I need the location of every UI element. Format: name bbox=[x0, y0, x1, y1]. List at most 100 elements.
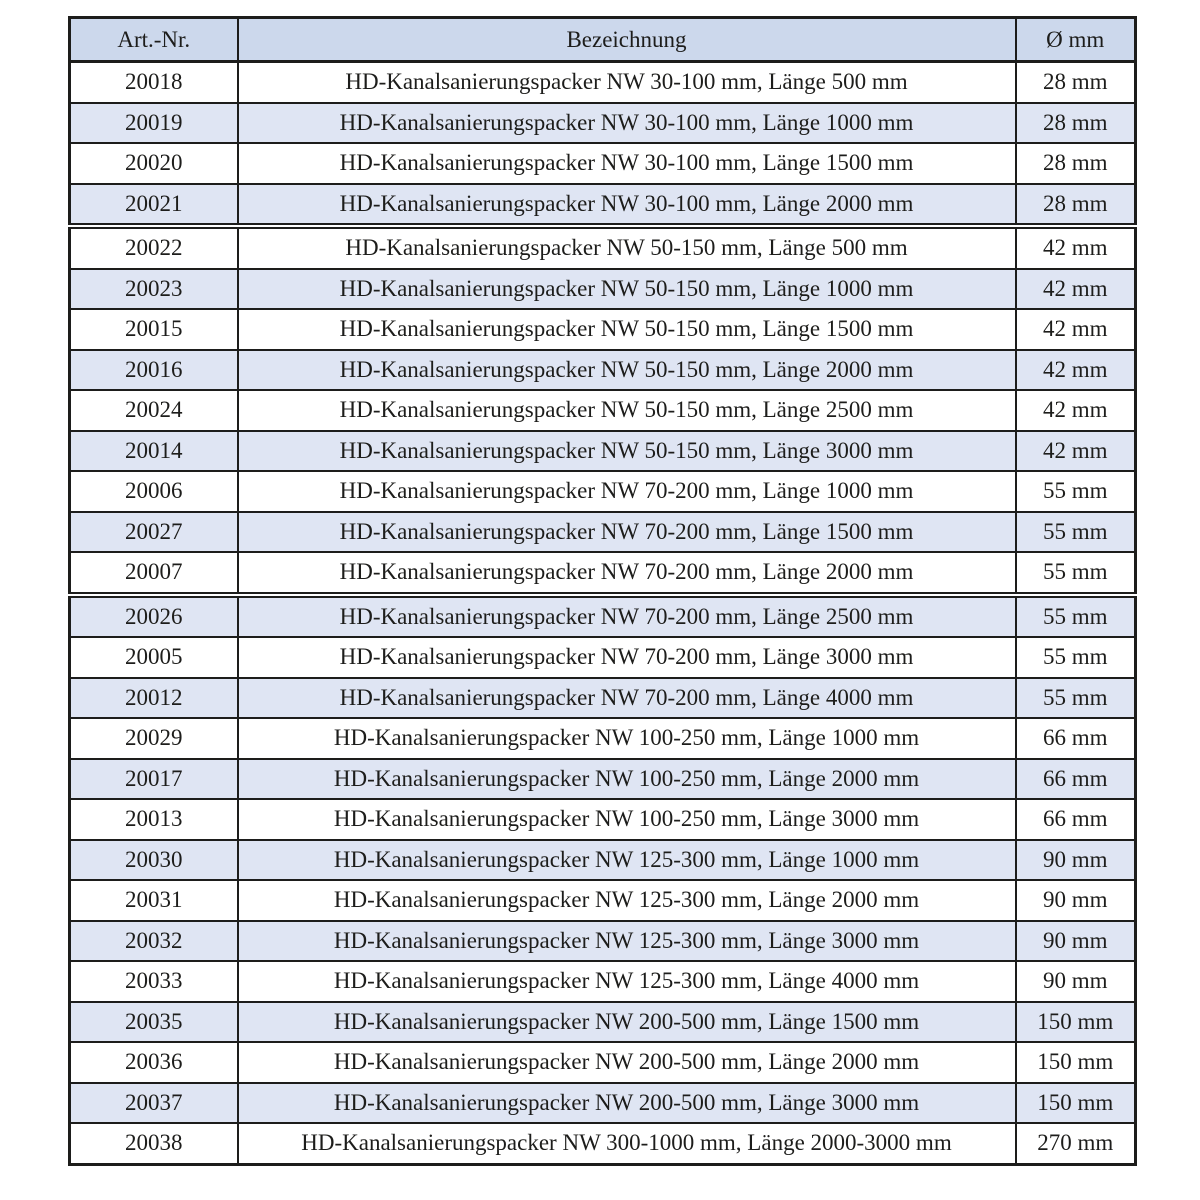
table-row: 20037 HD-Kanalsanierungspacker NW 200-500… bbox=[68, 1081, 1137, 1124]
column-header-bezeichnung: Bezeichnung bbox=[236, 16, 1017, 63]
cell-bezeichnung: HD-Kanalsanierungspacker NW 125-300 mm, … bbox=[236, 919, 1017, 962]
cell-art-nr: 20029 bbox=[68, 717, 239, 760]
cell-durchmesser: 55 mm bbox=[1014, 510, 1137, 553]
cell-durchmesser: 150 mm bbox=[1014, 1000, 1137, 1043]
cell-art-nr: 20024 bbox=[68, 389, 239, 432]
table-row: 20027 HD-Kanalsanierungspacker NW 70-200 … bbox=[68, 510, 1137, 553]
cell-durchmesser: 28 mm bbox=[1014, 60, 1137, 104]
table-row: 20005 HD-Kanalsanierungspacker NW 70-200 … bbox=[68, 636, 1137, 679]
cell-bezeichnung: HD-Kanalsanierungspacker NW 50-150 mm, L… bbox=[236, 308, 1017, 351]
table-row: 20019 HD-Kanalsanierungspacker NW 30-100 … bbox=[68, 101, 1137, 144]
cell-art-nr: 20013 bbox=[68, 798, 239, 841]
cell-durchmesser: 55 mm bbox=[1014, 591, 1137, 638]
cell-durchmesser: 42 mm bbox=[1014, 267, 1137, 310]
table-row: 20033 HD-Kanalsanierungspacker NW 125-300… bbox=[68, 960, 1137, 1003]
cell-art-nr: 20006 bbox=[68, 470, 239, 513]
cell-art-nr: 20033 bbox=[68, 960, 239, 1003]
table-row: 20018 HD-Kanalsanierungspacker NW 30-100 … bbox=[68, 60, 1137, 104]
table-row: 20007 HD-Kanalsanierungspacker NW 70-200 … bbox=[68, 551, 1137, 596]
cell-art-nr: 20015 bbox=[68, 308, 239, 351]
cell-bezeichnung: HD-Kanalsanierungspacker NW 70-200 mm, L… bbox=[236, 510, 1017, 553]
cell-durchmesser: 55 mm bbox=[1014, 551, 1137, 596]
cell-bezeichnung: HD-Kanalsanierungspacker NW 200-500 mm, … bbox=[236, 1041, 1017, 1084]
cell-art-nr: 20022 bbox=[68, 223, 239, 270]
cell-bezeichnung: HD-Kanalsanierungspacker NW 100-250 mm, … bbox=[236, 757, 1017, 800]
cell-bezeichnung: HD-Kanalsanierungspacker NW 50-150 mm, L… bbox=[236, 348, 1017, 391]
cell-bezeichnung: HD-Kanalsanierungspacker NW 100-250 mm, … bbox=[236, 798, 1017, 841]
cell-durchmesser: 28 mm bbox=[1014, 182, 1137, 227]
table-row: 20014 HD-Kanalsanierungspacker NW 50-150 … bbox=[68, 429, 1137, 472]
product-table-container: Art.-Nr. Bezeichnung Ø mm 20018 HD-Kanals… bbox=[68, 16, 1137, 1166]
cell-durchmesser: 90 mm bbox=[1014, 838, 1137, 881]
cell-bezeichnung: HD-Kanalsanierungspacker NW 70-200 mm, L… bbox=[236, 676, 1017, 719]
table-body: 20018 HD-Kanalsanierungspacker NW 30-100 … bbox=[68, 60, 1137, 1165]
cell-durchmesser: 90 mm bbox=[1014, 919, 1137, 962]
cell-durchmesser: 28 mm bbox=[1014, 101, 1137, 144]
cell-durchmesser: 42 mm bbox=[1014, 429, 1137, 472]
cell-art-nr: 20014 bbox=[68, 429, 239, 472]
table-row: 20032 HD-Kanalsanierungspacker NW 125-300… bbox=[68, 919, 1137, 962]
table-row: 20030 HD-Kanalsanierungspacker NW 125-300… bbox=[68, 838, 1137, 881]
cell-durchmesser: 150 mm bbox=[1014, 1081, 1137, 1124]
cell-art-nr: 20032 bbox=[68, 919, 239, 962]
cell-art-nr: 20017 bbox=[68, 757, 239, 800]
table-row: 20013 HD-Kanalsanierungspacker NW 100-250… bbox=[68, 798, 1137, 841]
cell-bezeichnung: HD-Kanalsanierungspacker NW 30-100 mm, L… bbox=[236, 142, 1017, 185]
cell-durchmesser: 150 mm bbox=[1014, 1041, 1137, 1084]
cell-durchmesser: 90 mm bbox=[1014, 960, 1137, 1003]
cell-durchmesser: 66 mm bbox=[1014, 717, 1137, 760]
table-row: 20038 HD-Kanalsanierungspacker NW 300-100… bbox=[68, 1122, 1137, 1165]
cell-art-nr: 20035 bbox=[68, 1000, 239, 1043]
cell-durchmesser: 55 mm bbox=[1014, 676, 1137, 719]
cell-bezeichnung: HD-Kanalsanierungspacker NW 30-100 mm, L… bbox=[236, 101, 1017, 144]
cell-bezeichnung: HD-Kanalsanierungspacker NW 50-150 mm, L… bbox=[236, 429, 1017, 472]
table-row: 20031 HD-Kanalsanierungspacker NW 125-300… bbox=[68, 879, 1137, 922]
cell-art-nr: 20021 bbox=[68, 182, 239, 227]
cell-art-nr: 20007 bbox=[68, 551, 239, 596]
table-row: 20017 HD-Kanalsanierungspacker NW 100-250… bbox=[68, 757, 1137, 800]
table-row: 20015 HD-Kanalsanierungspacker NW 50-150 … bbox=[68, 308, 1137, 351]
table-row: 20022 HD-Kanalsanierungspacker NW 50-150 … bbox=[68, 223, 1137, 270]
cell-art-nr: 20018 bbox=[68, 60, 239, 104]
table-row: 20024 HD-Kanalsanierungspacker NW 50-150 … bbox=[68, 389, 1137, 432]
table-row: 20023 HD-Kanalsanierungspacker NW 50-150 … bbox=[68, 267, 1137, 310]
table-row: 20016 HD-Kanalsanierungspacker NW 50-150 … bbox=[68, 348, 1137, 391]
table-row: 20020 HD-Kanalsanierungspacker NW 30-100 … bbox=[68, 142, 1137, 185]
cell-art-nr: 20023 bbox=[68, 267, 239, 310]
product-table: Art.-Nr. Bezeichnung Ø mm 20018 HD-Kanals… bbox=[68, 16, 1137, 1166]
cell-bezeichnung: HD-Kanalsanierungspacker NW 50-150 mm, L… bbox=[236, 223, 1017, 270]
cell-durchmesser: 66 mm bbox=[1014, 757, 1137, 800]
cell-bezeichnung: HD-Kanalsanierungspacker NW 70-200 mm, L… bbox=[236, 636, 1017, 679]
column-header-durchmesser: Ø mm bbox=[1014, 16, 1137, 63]
cell-art-nr: 20019 bbox=[68, 101, 239, 144]
cell-bezeichnung: HD-Kanalsanierungspacker NW 70-200 mm, L… bbox=[236, 591, 1017, 638]
cell-bezeichnung: HD-Kanalsanierungspacker NW 50-150 mm, L… bbox=[236, 389, 1017, 432]
cell-durchmesser: 42 mm bbox=[1014, 348, 1137, 391]
table-row: 20026 HD-Kanalsanierungspacker NW 70-200 … bbox=[68, 591, 1137, 638]
cell-art-nr: 20016 bbox=[68, 348, 239, 391]
table-row: 20006 HD-Kanalsanierungspacker NW 70-200 … bbox=[68, 470, 1137, 513]
header-row: Art.-Nr. Bezeichnung Ø mm bbox=[68, 16, 1137, 63]
cell-art-nr: 20036 bbox=[68, 1041, 239, 1084]
cell-art-nr: 20037 bbox=[68, 1081, 239, 1124]
table-row: 20021 HD-Kanalsanierungspacker NW 30-100 … bbox=[68, 182, 1137, 227]
cell-durchmesser: 90 mm bbox=[1014, 879, 1137, 922]
cell-durchmesser: 42 mm bbox=[1014, 308, 1137, 351]
cell-bezeichnung: HD-Kanalsanierungspacker NW 30-100 mm, L… bbox=[236, 60, 1017, 104]
cell-art-nr: 20012 bbox=[68, 676, 239, 719]
cell-bezeichnung: HD-Kanalsanierungspacker NW 200-500 mm, … bbox=[236, 1000, 1017, 1043]
cell-bezeichnung: HD-Kanalsanierungspacker NW 30-100 mm, L… bbox=[236, 182, 1017, 227]
cell-durchmesser: 42 mm bbox=[1014, 389, 1137, 432]
cell-art-nr: 20005 bbox=[68, 636, 239, 679]
cell-durchmesser: 55 mm bbox=[1014, 636, 1137, 679]
cell-bezeichnung: HD-Kanalsanierungspacker NW 125-300 mm, … bbox=[236, 838, 1017, 881]
cell-art-nr: 20020 bbox=[68, 142, 239, 185]
cell-durchmesser: 28 mm bbox=[1014, 142, 1137, 185]
cell-bezeichnung: HD-Kanalsanierungspacker NW 125-300 mm, … bbox=[236, 879, 1017, 922]
cell-art-nr: 20038 bbox=[68, 1122, 239, 1165]
cell-bezeichnung: HD-Kanalsanierungspacker NW 200-500 mm, … bbox=[236, 1081, 1017, 1124]
table-header: Art.-Nr. Bezeichnung Ø mm bbox=[68, 16, 1137, 63]
cell-durchmesser: 66 mm bbox=[1014, 798, 1137, 841]
cell-art-nr: 20027 bbox=[68, 510, 239, 553]
